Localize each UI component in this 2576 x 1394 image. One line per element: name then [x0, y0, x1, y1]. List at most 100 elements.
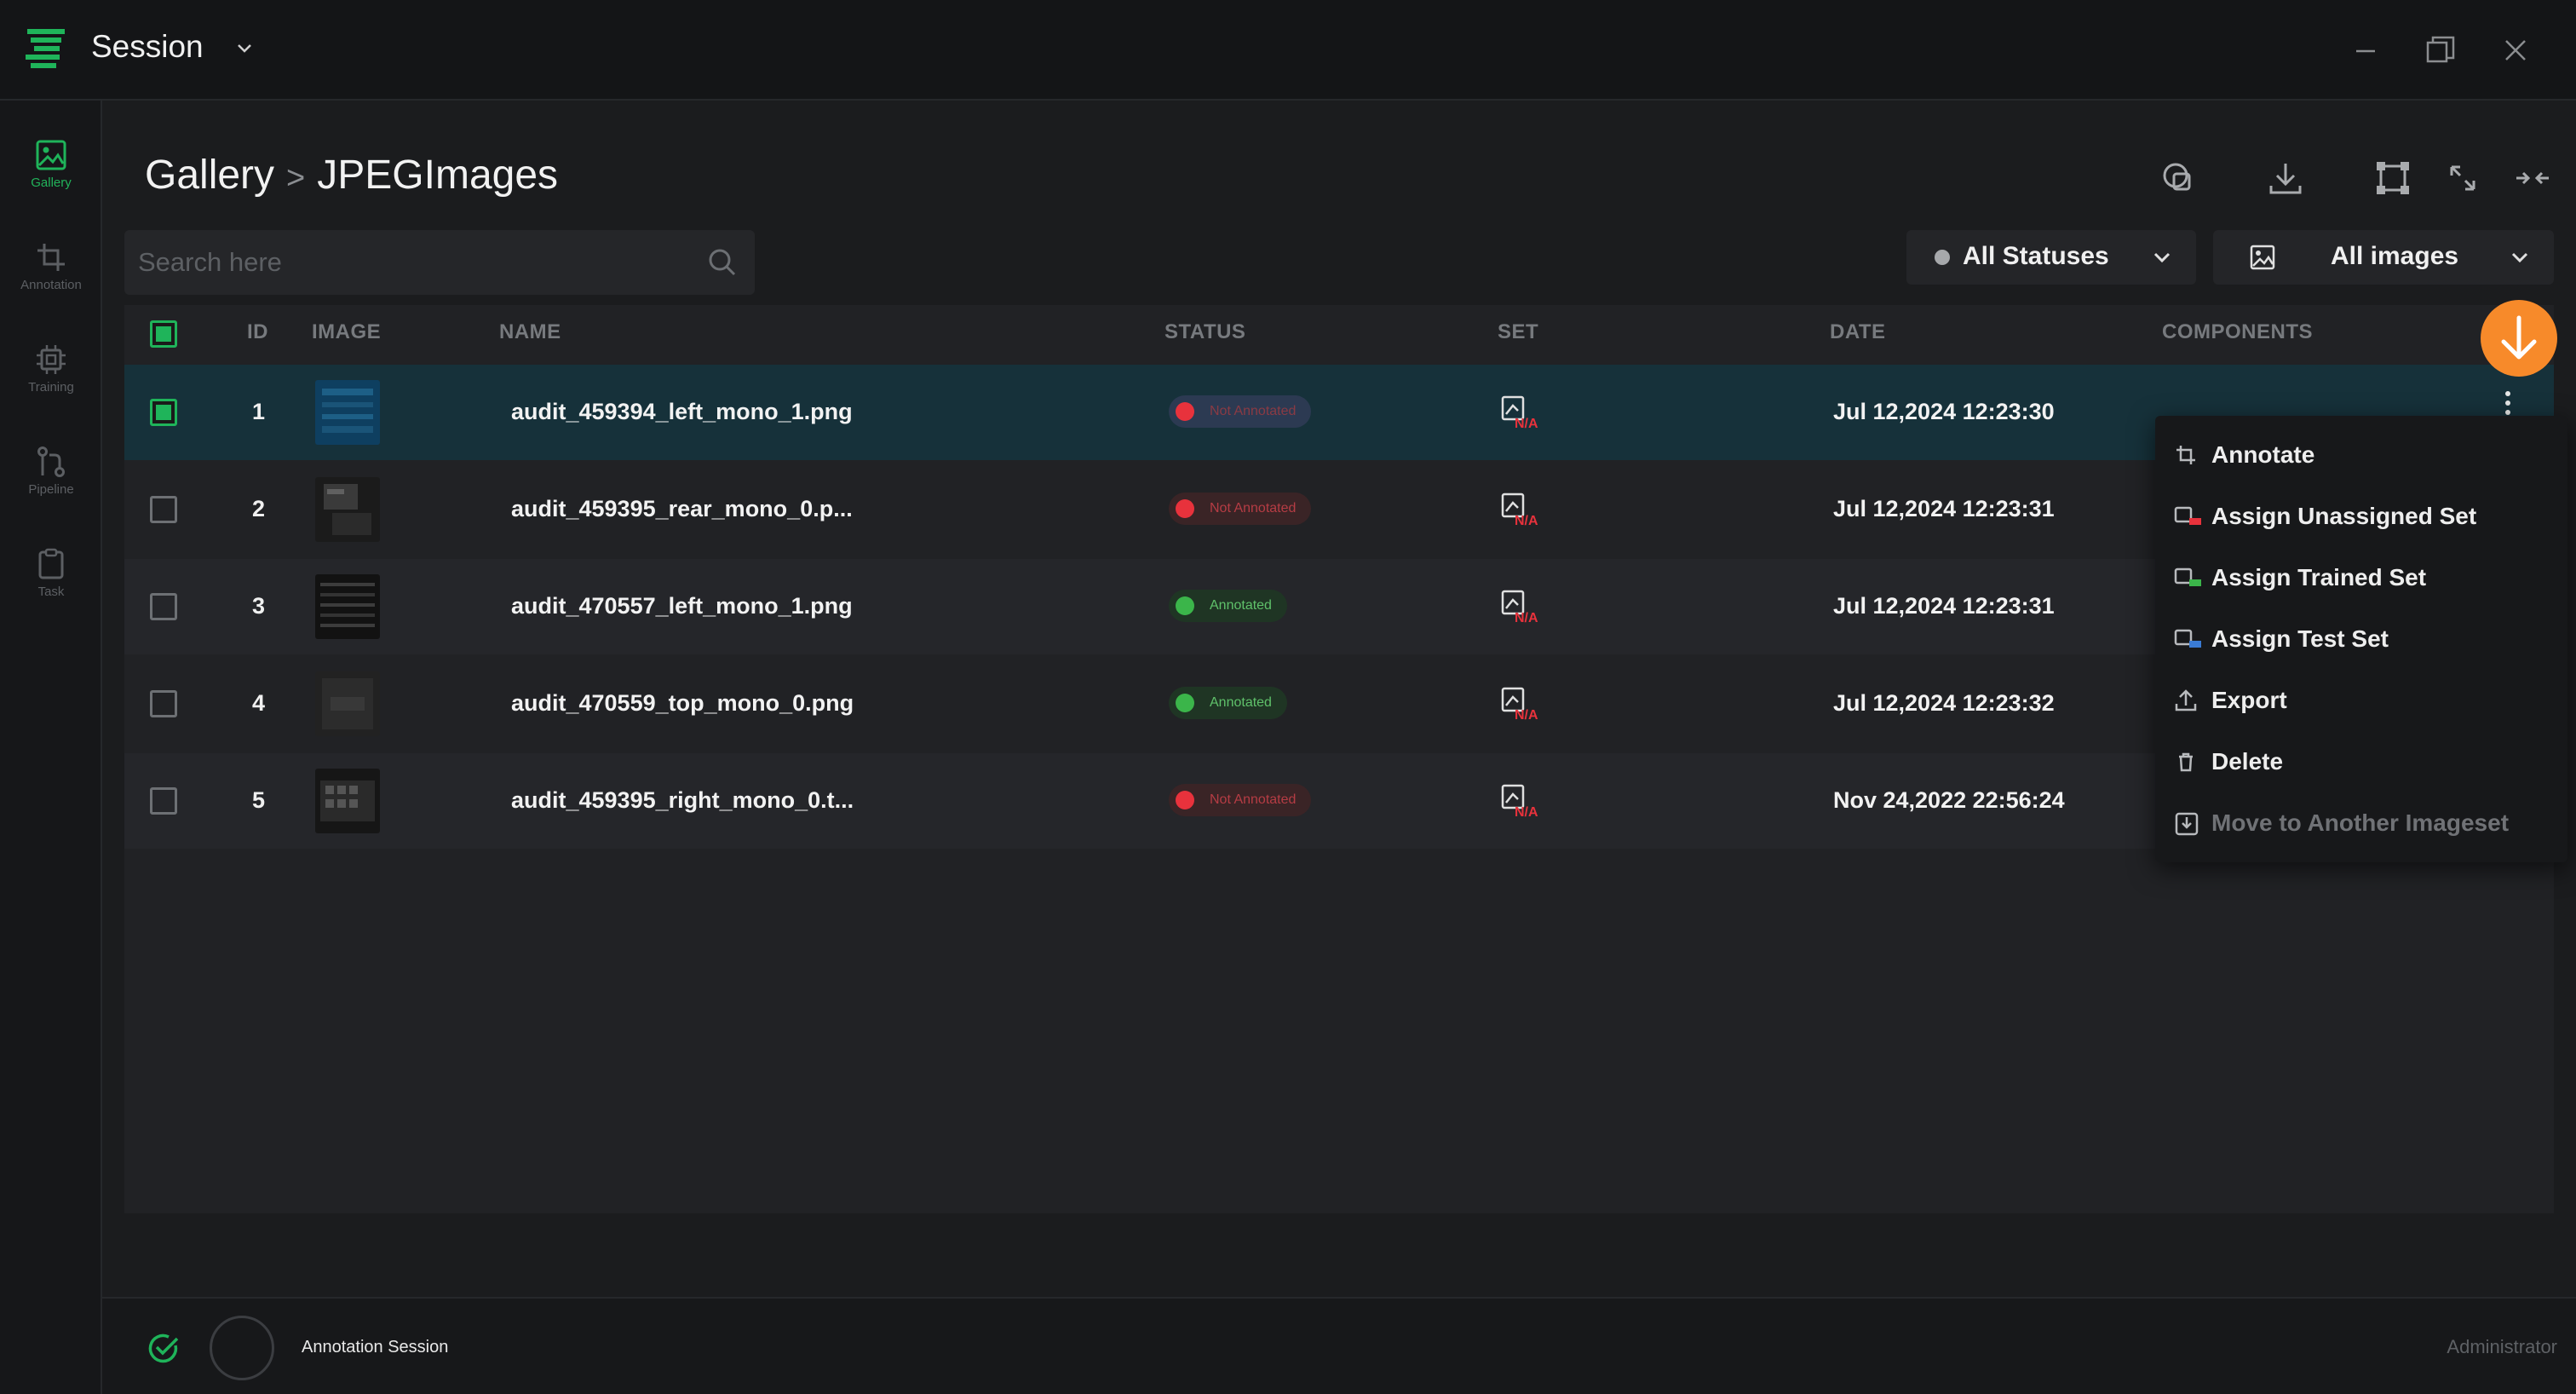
row-context-menu: Annotate Assign Unassigned Set Assign Tr… — [2155, 416, 2567, 862]
set-trained-icon — [2174, 567, 2201, 586]
menu-item-annotate[interactable]: Annotate — [2155, 424, 2567, 486]
sidebar-item-label: Gallery — [31, 176, 72, 190]
session-title[interactable]: Session — [91, 29, 204, 64]
column-header-components: COMPONENTS — [2162, 320, 2314, 343]
row-checkbox[interactable] — [150, 496, 177, 523]
breadcrumb-current: JPEGImages — [317, 153, 559, 198]
status-badge: Not Annotated — [1169, 395, 1312, 428]
table-row[interactable]: 5 audit_459395_right_mono_0.t... Not Ann… — [124, 753, 2554, 849]
row-checkbox[interactable] — [150, 690, 177, 717]
bounding-box-icon[interactable] — [2373, 158, 2412, 198]
row-date: Jul 12,2024 12:23:31 — [1833, 496, 2055, 521]
chip-icon — [37, 345, 66, 374]
column-header-name[interactable]: NAME — [499, 320, 561, 343]
image-thumbnail[interactable] — [315, 380, 380, 445]
row-checkbox[interactable] — [150, 593, 177, 620]
table-row[interactable]: 2 audit_459395_rear_mono_0.p... Not Anno… — [124, 462, 2554, 557]
set-na-label: N/A — [1515, 417, 1538, 429]
crop-icon — [37, 244, 65, 271]
row-id: 4 — [252, 690, 266, 716]
table-header: ID IMAGE NAME STATUS SET DATE COMPONENTS — [124, 305, 2554, 360]
restore-icon[interactable] — [2421, 31, 2460, 70]
menu-item-label: Assign Test Set — [2211, 625, 2389, 652]
image-icon — [2250, 245, 2275, 270]
collapse-icon[interactable] — [2513, 158, 2552, 198]
row-id: 3 — [252, 593, 266, 619]
table-row[interactable]: 1 audit_459394_left_mono_1.png Not Annot… — [124, 365, 2554, 460]
status-badge: Annotated — [1169, 590, 1287, 622]
minimize-icon[interactable] — [2346, 31, 2385, 70]
user-label[interactable]: Administrator — [2447, 1336, 2557, 1357]
set-na-icon: N/A — [1501, 590, 1538, 624]
row-name: audit_470559_top_mono_0.png — [511, 690, 854, 716]
breadcrumb-root[interactable]: Gallery — [145, 153, 275, 198]
image-thumbnail[interactable] — [315, 671, 380, 736]
column-header-set[interactable]: SET — [1498, 320, 1539, 343]
column-header-status[interactable]: STATUS — [1164, 320, 1246, 343]
set-na-label: N/A — [1515, 514, 1538, 527]
sidebar-item-label: Annotation — [20, 278, 82, 292]
status-filter-dropdown[interactable]: All Statuses — [1906, 230, 2196, 285]
column-header-id[interactable]: ID — [247, 320, 268, 343]
check-circle-icon — [148, 1334, 179, 1363]
row-name: audit_459395_rear_mono_0.p... — [511, 496, 853, 521]
set-na-icon: N/A — [1501, 493, 1538, 527]
sidebar-item-label: Training — [28, 380, 74, 395]
row-id: 1 — [252, 399, 266, 424]
image-icon — [36, 140, 66, 170]
sidebar-item-label: Task — [37, 585, 65, 599]
select-all-checkbox[interactable] — [150, 320, 177, 348]
trash-icon — [2179, 752, 2193, 772]
more-options-icon[interactable] — [2501, 390, 2515, 416]
status-bar: Annotation Session Administrator — [102, 1297, 2576, 1394]
set-na-label: N/A — [1515, 611, 1538, 624]
search-icon — [709, 249, 736, 276]
row-date: Jul 12,2024 12:23:31 — [1833, 593, 2055, 619]
row-name: audit_470557_left_mono_1.png — [511, 593, 853, 619]
chevron-down-icon[interactable] — [233, 37, 256, 60]
menu-item-assign-trained-set[interactable]: Assign Trained Set — [2155, 547, 2567, 608]
search-input[interactable]: Search here — [124, 230, 755, 295]
menu-item-assign-test-set[interactable]: Assign Test Set — [2155, 608, 2567, 670]
status-badge: Annotated — [1169, 687, 1287, 719]
row-name: audit_459394_left_mono_1.png — [511, 399, 853, 424]
image-thumbnail[interactable] — [315, 477, 380, 542]
menu-item-delete[interactable]: Delete — [2155, 731, 2567, 792]
menu-item-assign-unassigned-set[interactable]: Assign Unassigned Set — [2155, 486, 2567, 547]
image-thumbnail[interactable] — [315, 769, 380, 833]
image-filter-dropdown[interactable]: All images — [2213, 230, 2554, 285]
set-test-icon — [2174, 629, 2201, 648]
sidebar: Gallery Annotation Training Pipeline Tas… — [0, 101, 102, 1394]
row-id: 5 — [252, 787, 266, 813]
image-filter-label: All images — [2331, 242, 2459, 270]
progress-ring — [210, 1316, 274, 1380]
row-checkbox[interactable] — [150, 399, 177, 426]
app-logo-icon — [26, 29, 65, 68]
menu-item-label: Delete — [2211, 748, 2284, 775]
menu-item-label: Assign Unassigned Set — [2211, 503, 2477, 529]
scroll-down-button[interactable] — [2481, 300, 2557, 377]
sidebar-item-pipeline[interactable]: Pipeline — [0, 429, 102, 515]
title-bar: Session — [0, 0, 2576, 101]
menu-item-export[interactable]: Export — [2155, 670, 2567, 731]
row-checkbox[interactable] — [150, 787, 177, 815]
menu-item-move-to-imageset[interactable]: Move to Another Imageset — [2155, 792, 2567, 854]
close-icon[interactable] — [2496, 31, 2535, 70]
download-icon[interactable] — [2266, 158, 2305, 198]
sidebar-item-task[interactable]: Task — [0, 532, 102, 617]
compare-icon[interactable] — [2159, 158, 2198, 198]
status-badge: Not Annotated — [1169, 493, 1312, 525]
expand-icon[interactable] — [2443, 158, 2482, 198]
image-thumbnail[interactable] — [315, 574, 380, 639]
sidebar-item-annotation[interactable]: Annotation — [0, 225, 102, 310]
sidebar-item-gallery[interactable]: Gallery — [0, 123, 102, 208]
menu-item-label: Export — [2211, 687, 2287, 713]
menu-item-label: Move to Another Imageset — [2211, 809, 2510, 836]
sidebar-item-training[interactable]: Training — [0, 327, 102, 412]
table-row[interactable]: 4 audit_470559_top_mono_0.png Annotated … — [124, 656, 2554, 752]
row-date: Jul 12,2024 12:23:32 — [1833, 690, 2055, 716]
table-row[interactable]: 3 audit_470557_left_mono_1.png Annotated… — [124, 559, 2554, 654]
column-header-date[interactable]: DATE — [1830, 320, 1886, 343]
chevron-down-icon — [2511, 252, 2528, 263]
chevron-down-icon — [2153, 252, 2171, 263]
